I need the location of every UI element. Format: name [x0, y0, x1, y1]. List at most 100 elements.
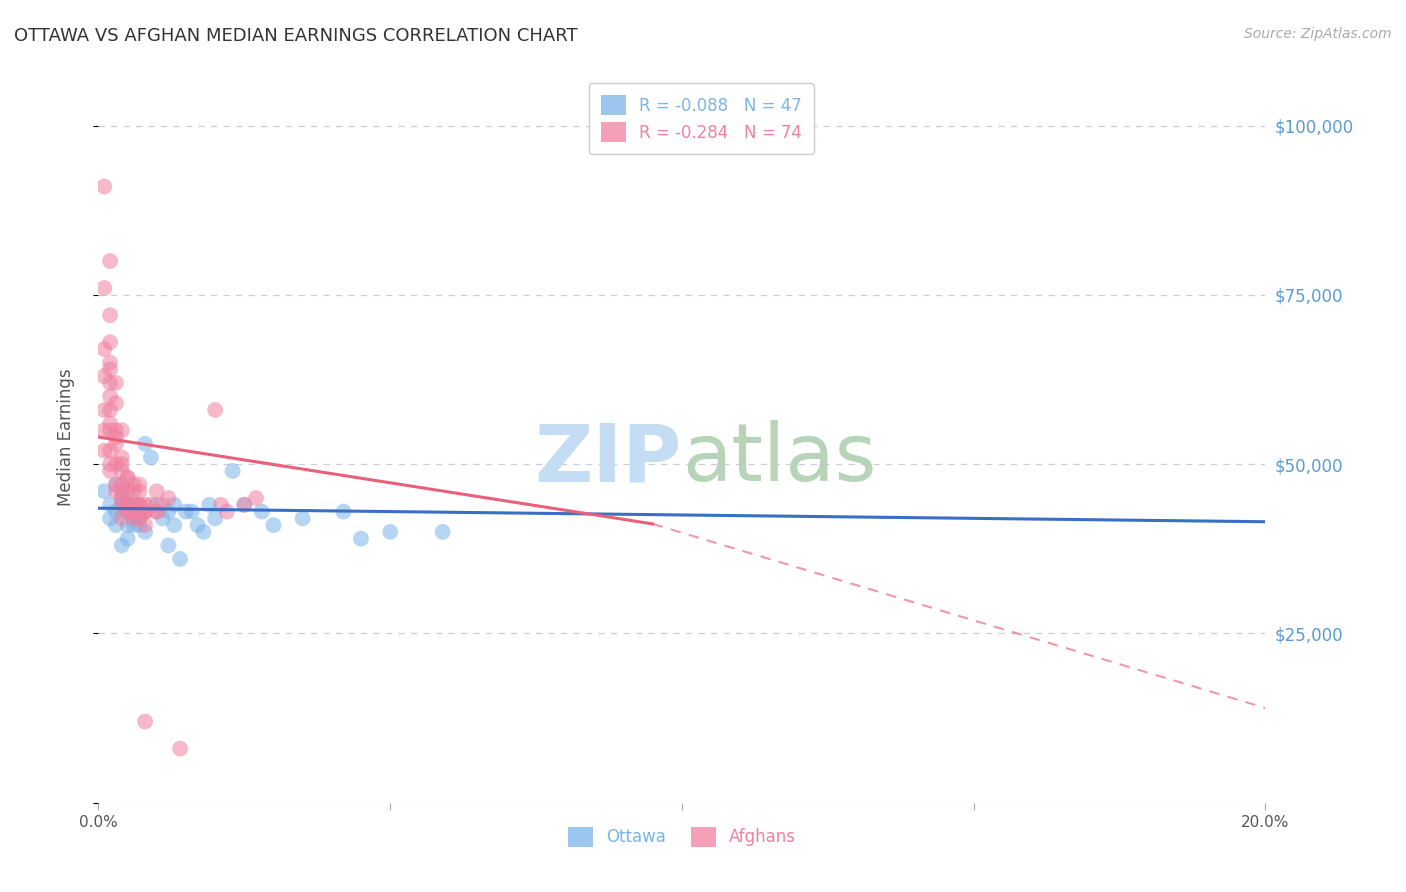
Point	[104, 376, 127, 390]
Point	[204, 511, 226, 525]
Point	[98, 389, 121, 403]
Point	[134, 505, 156, 519]
Point	[350, 532, 373, 546]
Point	[139, 498, 162, 512]
Point	[262, 518, 284, 533]
Point	[104, 484, 127, 499]
Point	[111, 450, 134, 465]
Point	[93, 369, 115, 384]
Point	[93, 484, 115, 499]
Point	[104, 505, 127, 519]
Point	[163, 498, 186, 512]
Point	[122, 498, 145, 512]
Point	[163, 518, 186, 533]
Point	[233, 498, 256, 512]
Point	[432, 524, 454, 539]
Point	[193, 524, 215, 539]
Point	[122, 511, 145, 525]
Point	[111, 498, 134, 512]
Point	[128, 477, 150, 491]
Point	[93, 423, 115, 437]
Legend: Ottawa, Afghans: Ottawa, Afghans	[554, 814, 810, 860]
Point	[122, 484, 145, 499]
Point	[134, 498, 156, 512]
Point	[117, 505, 139, 519]
Point	[111, 491, 134, 505]
Point	[180, 505, 202, 519]
Point	[104, 437, 127, 451]
Point	[134, 505, 156, 519]
Point	[117, 532, 139, 546]
Point	[122, 505, 145, 519]
Point	[198, 498, 221, 512]
Point	[117, 498, 139, 512]
Point	[128, 518, 150, 533]
Point	[250, 505, 273, 519]
Point	[104, 518, 127, 533]
Point	[111, 498, 134, 512]
Point	[291, 511, 314, 525]
Point	[93, 179, 115, 194]
Point	[93, 443, 115, 458]
Point	[157, 491, 180, 505]
Point	[98, 308, 121, 322]
Point	[111, 457, 134, 471]
Point	[146, 498, 169, 512]
Point	[128, 505, 150, 519]
Point	[117, 471, 139, 485]
Point	[93, 342, 115, 356]
Point	[134, 714, 156, 729]
Point	[117, 518, 139, 533]
Text: atlas: atlas	[682, 420, 876, 498]
Point	[169, 741, 191, 756]
Point	[122, 518, 145, 533]
Point	[104, 423, 127, 437]
Point	[221, 464, 243, 478]
Point	[122, 505, 145, 519]
Point	[204, 403, 226, 417]
Y-axis label: Median Earnings: Median Earnings	[56, 368, 75, 506]
Point	[98, 511, 121, 525]
Point	[122, 505, 145, 519]
Point	[134, 518, 156, 533]
Point	[169, 552, 191, 566]
Point	[128, 511, 150, 525]
Point	[111, 505, 134, 519]
Point	[128, 498, 150, 512]
Point	[134, 505, 156, 519]
Point	[152, 498, 174, 512]
Point	[104, 430, 127, 444]
Text: Source: ZipAtlas.com: Source: ZipAtlas.com	[1244, 27, 1392, 41]
Point	[174, 505, 197, 519]
Point	[128, 505, 150, 519]
Point	[98, 457, 121, 471]
Point	[128, 511, 150, 525]
Point	[104, 457, 127, 471]
Point	[111, 491, 134, 505]
Point	[117, 498, 139, 512]
Point	[98, 417, 121, 431]
Point	[117, 484, 139, 499]
Point	[122, 511, 145, 525]
Point	[98, 376, 121, 390]
Point	[93, 403, 115, 417]
Point	[98, 355, 121, 369]
Point	[104, 396, 127, 410]
Point	[98, 335, 121, 350]
Point	[139, 450, 162, 465]
Point	[134, 524, 156, 539]
Point	[93, 281, 115, 295]
Point	[117, 498, 139, 512]
Point	[111, 477, 134, 491]
Point	[117, 484, 139, 499]
Text: OTTAWA VS AFGHAN MEDIAN EARNINGS CORRELATION CHART: OTTAWA VS AFGHAN MEDIAN EARNINGS CORRELA…	[14, 27, 578, 45]
Point	[122, 477, 145, 491]
Point	[98, 464, 121, 478]
Point	[157, 538, 180, 552]
Point	[146, 505, 169, 519]
Point	[128, 498, 150, 512]
Point	[146, 484, 169, 499]
Point	[111, 423, 134, 437]
Point	[98, 443, 121, 458]
Point	[104, 477, 127, 491]
